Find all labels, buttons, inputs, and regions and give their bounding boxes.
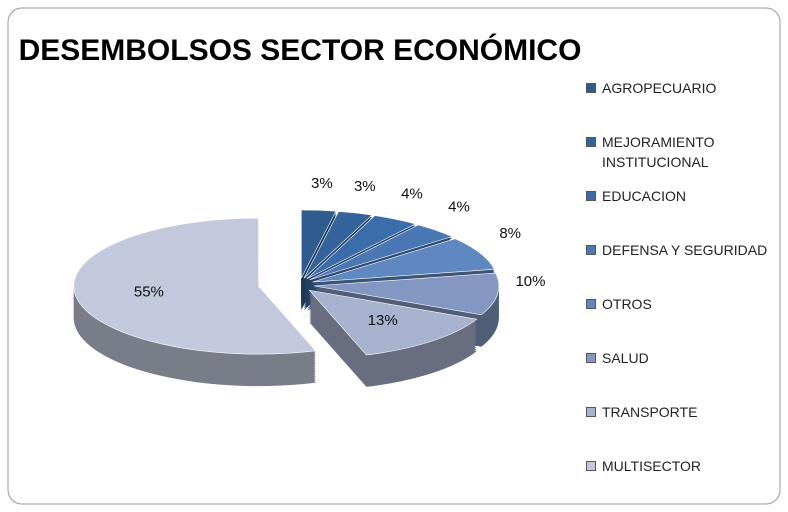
slice (73, 217, 317, 355)
data-label: 8% (499, 225, 521, 242)
data-label: 4% (401, 186, 423, 203)
data-label: 55% (134, 283, 164, 300)
legend-swatch (586, 245, 596, 255)
legend-item: EDUCACION (586, 186, 782, 206)
legend-swatch (586, 299, 596, 309)
legend-item: MEJORAMIENTO INSTITUCIONAL (586, 132, 782, 172)
legend-swatch (586, 83, 596, 93)
legend-item: DEFENSA Y SEGURIDAD (586, 240, 782, 260)
legend-label: MULTISECTOR (602, 458, 702, 474)
legend-swatch (586, 407, 596, 417)
slice (312, 238, 495, 283)
legend-item: TRANSPORTE (586, 402, 782, 422)
legend-label: AGROPECUARIO (602, 80, 717, 96)
slice (300, 209, 337, 279)
legend-label: DEFENSA Y SEGURIDAD (602, 242, 768, 258)
slice (308, 289, 478, 356)
slice (313, 272, 500, 316)
legend-label: EDUCACION (602, 188, 687, 204)
legend-item: OTROS (586, 294, 782, 314)
legend-label: TRANSPORTE (602, 404, 698, 420)
data-label: 10% (515, 273, 545, 290)
legend-item: AGROPECUARIO (586, 78, 782, 98)
data-label: 4% (448, 198, 470, 215)
legend-label: MEJORAMIENTO INSTITUCIONAL (602, 134, 715, 170)
legend-item: MULTISECTOR (586, 456, 782, 476)
data-label: 3% (311, 175, 333, 192)
legend-item: SALUD (586, 348, 782, 368)
data-label: 3% (354, 178, 376, 195)
slice (309, 224, 453, 281)
chart-title: DESEMBOLSOS SECTOR ECONÓMICO (19, 33, 582, 67)
legend-swatch (586, 353, 596, 363)
legend-label: SALUD (602, 350, 649, 366)
legend-swatch (586, 137, 596, 147)
slice (306, 215, 417, 280)
legend-swatch (586, 461, 596, 471)
slice (303, 211, 373, 279)
legend-label: OTROS (602, 296, 652, 312)
legend-swatch (586, 191, 596, 201)
data-label: 13% (368, 312, 398, 329)
